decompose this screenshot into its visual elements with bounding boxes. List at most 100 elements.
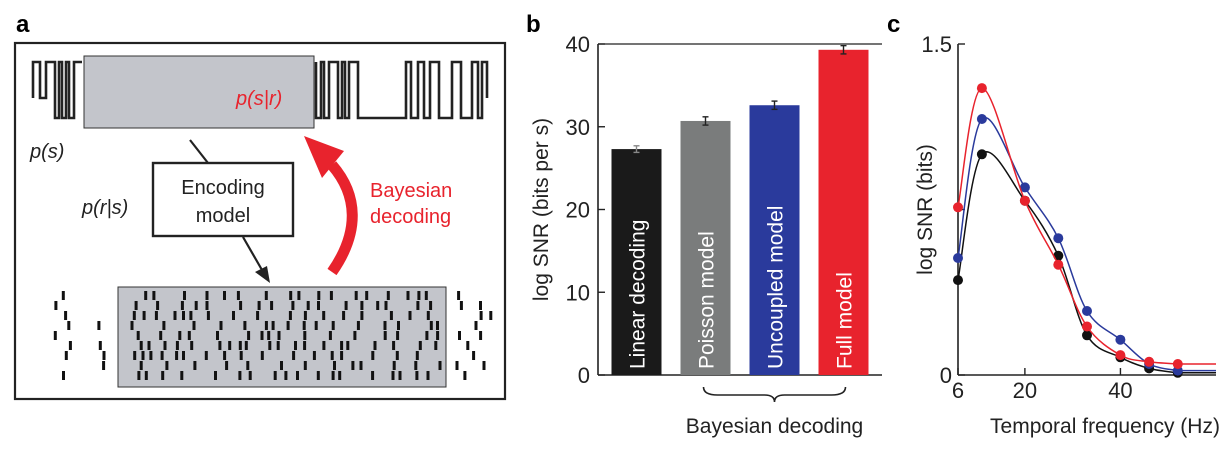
spike-tick <box>154 311 158 320</box>
spike-tick <box>180 371 184 380</box>
data-point <box>953 275 963 286</box>
spike-tick <box>147 341 151 350</box>
spike-tick <box>98 341 102 350</box>
spike-tick <box>414 361 418 370</box>
spike-tick <box>165 361 169 370</box>
bar-category-label: Uncoupled model <box>765 206 788 369</box>
spike-tick <box>415 371 419 380</box>
spike-tick <box>156 301 160 310</box>
encoding-model-line1: Encoding <box>181 177 264 199</box>
spike-tick <box>277 331 281 340</box>
data-point <box>976 83 987 94</box>
spike-tick <box>182 351 185 360</box>
bayesian-decoding-line1: Bayesian <box>370 180 452 202</box>
x-tick-label: 40 <box>1108 378 1132 403</box>
spike-tick <box>346 341 350 350</box>
spike-tick <box>342 311 346 320</box>
encoding-model-box <box>151 161 295 238</box>
data-point <box>953 253 963 263</box>
spike-tick <box>479 311 483 320</box>
spike-tick <box>417 291 421 300</box>
spike-tick <box>424 291 428 300</box>
spike-tick <box>264 291 268 300</box>
spike-tick <box>276 341 280 350</box>
spike-tick <box>383 321 387 330</box>
data-point <box>1019 195 1030 206</box>
spike-tick <box>257 301 261 310</box>
panel-letter-c: c <box>887 11 900 38</box>
spike-tick <box>175 351 179 360</box>
spike-tick <box>351 361 355 370</box>
spike-tick <box>408 311 412 320</box>
spike-tick <box>463 371 467 380</box>
spike-tick <box>183 291 186 300</box>
x-axis-label: Temporal frequency (Hz) <box>990 415 1220 438</box>
spike-tick <box>426 371 430 380</box>
spike-tick <box>97 321 101 330</box>
spike-tick <box>205 301 209 310</box>
spike-tick <box>64 311 68 320</box>
spike-tick <box>294 341 297 350</box>
spike-tick <box>247 331 251 340</box>
spike-tick <box>192 321 196 330</box>
spike-tick <box>322 341 326 350</box>
spike-tick <box>53 331 57 340</box>
spike-tick <box>205 291 209 300</box>
spike-tick <box>436 331 440 340</box>
spike-tick <box>365 291 369 300</box>
likelihood-label: p(r|s) <box>81 197 128 219</box>
spike-tick <box>194 301 198 310</box>
spike-tick <box>286 321 290 330</box>
spike-tick <box>218 341 222 350</box>
stimulus-waveform <box>31 60 489 120</box>
spike-tick <box>386 291 390 300</box>
spike-tick <box>280 361 283 370</box>
spike-tick <box>288 311 292 320</box>
data-point <box>1115 350 1126 361</box>
data-point <box>1082 330 1092 341</box>
spike-tick <box>292 351 296 360</box>
spike-tick <box>193 361 197 370</box>
spike-tick <box>268 341 272 350</box>
encoding-arrow-head <box>255 266 270 283</box>
spike-tick <box>68 341 72 350</box>
spike-tick <box>353 331 357 340</box>
spike-tick <box>189 311 193 320</box>
spike-tick <box>331 321 335 330</box>
spike-tick <box>206 311 210 320</box>
spike-tick <box>457 291 461 300</box>
spike-tick <box>139 361 143 370</box>
spike-tick <box>302 321 306 330</box>
spike-tick <box>178 331 182 340</box>
data-point <box>1172 359 1183 369</box>
schematic-frame <box>13 41 507 401</box>
spike-raster <box>53 291 493 380</box>
spike-tick <box>314 321 318 330</box>
data-point <box>1082 306 1092 316</box>
spike-tick <box>182 311 185 320</box>
spike-tick <box>162 321 166 330</box>
spike-tick <box>144 291 148 300</box>
spike-tick <box>187 331 191 340</box>
spike-tick <box>132 311 136 320</box>
data-point <box>1082 321 1092 332</box>
spike-tick <box>328 331 332 340</box>
data-point <box>1144 356 1155 367</box>
spike-tick <box>163 341 167 350</box>
spike-tick <box>317 291 321 300</box>
spike-tick <box>159 331 163 340</box>
spike-tick <box>190 341 194 350</box>
data-point <box>976 114 987 124</box>
spike-tick <box>373 341 377 350</box>
data-point <box>1053 233 1064 244</box>
spike-tick <box>322 311 326 320</box>
y-tick-label: 40 <box>566 32 590 57</box>
spike-tick <box>354 291 358 300</box>
spike-tick <box>429 321 433 330</box>
spike-tick <box>236 291 240 300</box>
spike-tick <box>479 301 482 310</box>
data-point <box>953 202 963 213</box>
spike-tick <box>340 351 344 360</box>
spike-tick <box>244 341 248 350</box>
y-tick-label: 20 <box>566 198 590 223</box>
